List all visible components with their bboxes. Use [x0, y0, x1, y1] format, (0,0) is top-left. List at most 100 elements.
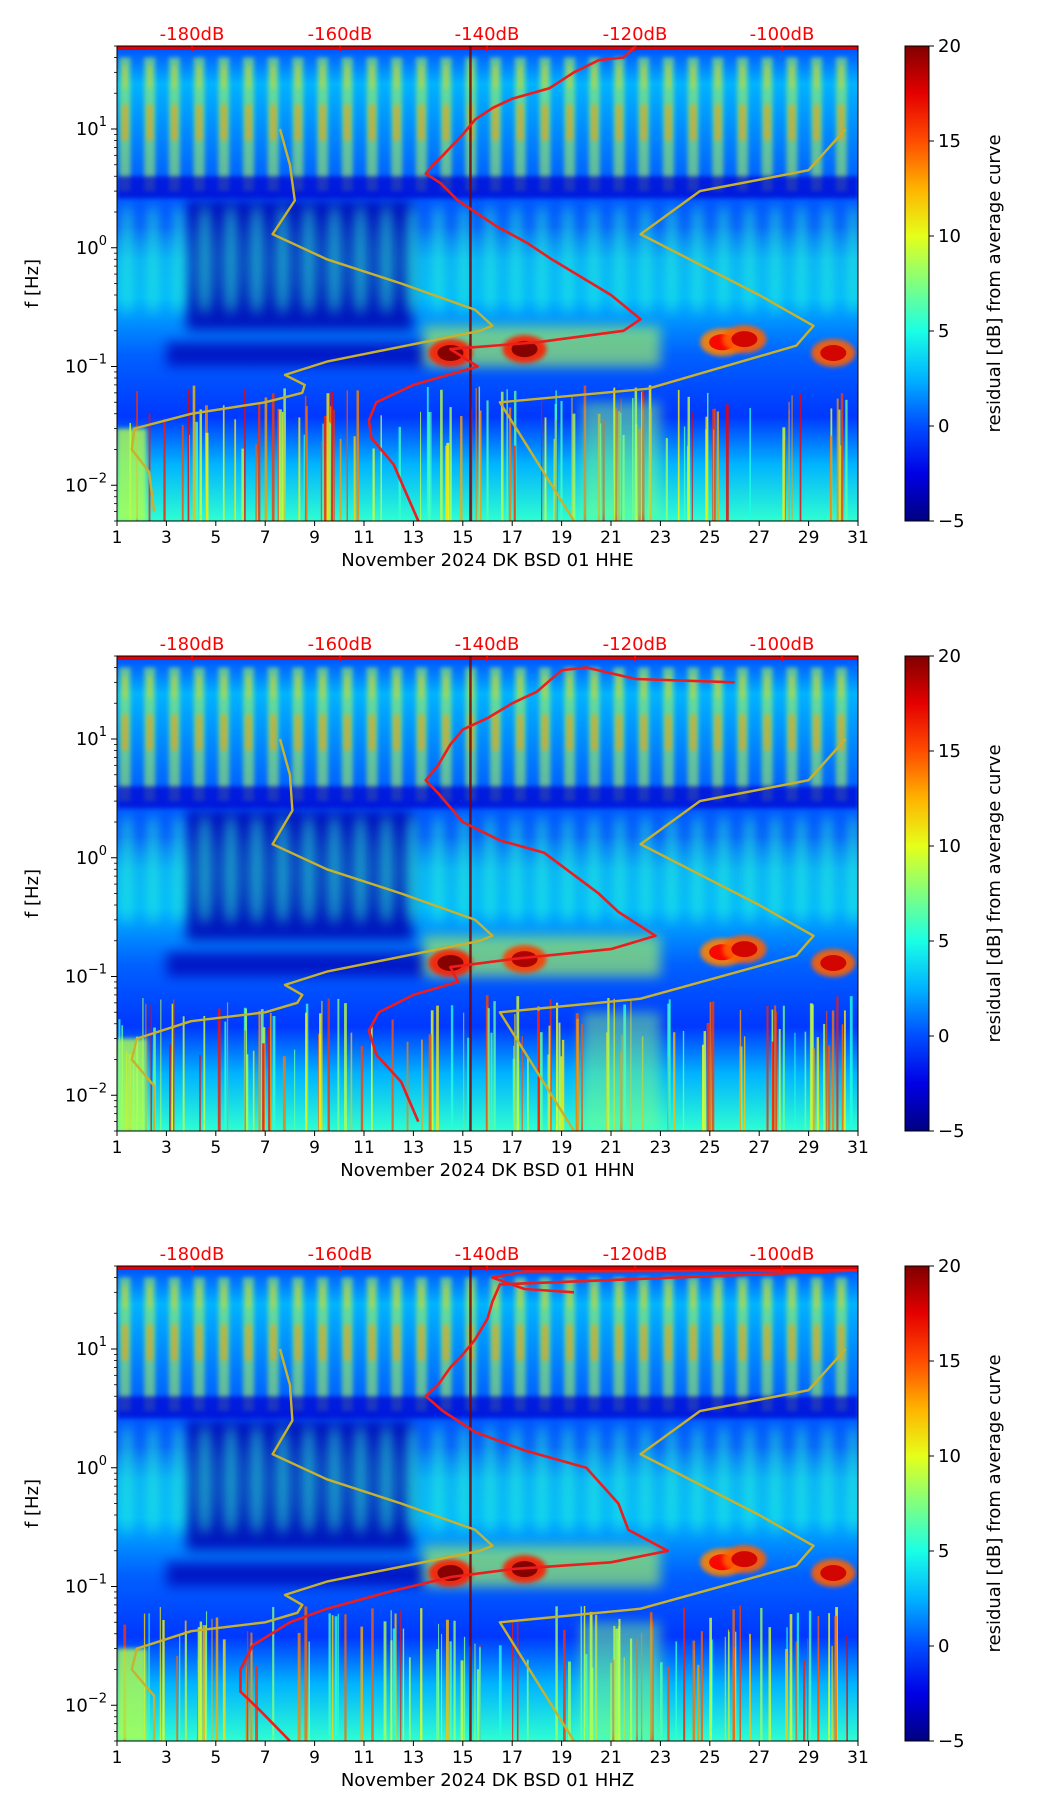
quiet-band: [117, 786, 858, 809]
microseism-streak: [636, 814, 655, 925]
daily-noise-core: [543, 675, 547, 699]
microseism-streak: [740, 1424, 759, 1535]
daily-noise-core: [418, 1324, 424, 1361]
transient-spike: [420, 411, 422, 521]
transient-spike: [330, 391, 333, 521]
transient-spike: [319, 1013, 322, 1131]
daily-noise-core: [344, 104, 350, 141]
daily-noise-core: [542, 714, 548, 751]
daily-noise-core: [419, 65, 423, 89]
microseism-streak: [532, 204, 551, 315]
transient-spike: [732, 1609, 735, 1741]
transient-spike: [683, 1607, 686, 1741]
daily-noise-core: [616, 714, 622, 751]
transient-spike: [182, 1016, 185, 1131]
transient-spike: [303, 434, 306, 521]
microseism-streak: [455, 814, 474, 925]
y-tick-label: 101: [76, 725, 107, 750]
microseism-streak: [636, 1424, 655, 1535]
transient-spike: [328, 1613, 331, 1741]
transient-spike: [725, 404, 729, 521]
quiet-band: [166, 342, 426, 367]
x-tick-label: 31: [847, 1748, 869, 1768]
microseism-streak: [714, 1424, 733, 1535]
microseism-streak: [818, 204, 837, 315]
microseism-streak: [325, 1424, 344, 1535]
transient-spike: [148, 1613, 150, 1741]
y-tick-exponent: −2: [88, 471, 107, 486]
daily-noise-core: [122, 1324, 128, 1361]
transient-spike: [408, 1657, 411, 1741]
colorbar-tick-label: 20: [938, 36, 961, 57]
daily-noise-core: [196, 714, 202, 751]
transient-spike: [846, 1635, 848, 1741]
transient-spike: [709, 1002, 712, 1131]
microseism-streak: [221, 814, 240, 925]
transient-spike: [344, 1003, 347, 1131]
daily-noise-core: [740, 1285, 745, 1309]
transient-spike: [172, 999, 175, 1131]
transient-spike: [159, 1606, 161, 1741]
daily-noise-core: [172, 65, 176, 89]
transient-spike: [370, 1024, 373, 1131]
transient-spike: [427, 411, 431, 521]
transient-spike: [308, 1641, 310, 1741]
noise-model-line: [498, 1348, 847, 1741]
microseism-streak: [740, 814, 759, 925]
top-axis-label: -160dB: [308, 1244, 373, 1265]
transient-spike: [181, 425, 184, 521]
low-frequency-patch: [581, 402, 661, 521]
daily-noise-core: [271, 1285, 275, 1309]
transient-spike: [498, 1645, 502, 1741]
y-tick-label: 100: [76, 1454, 107, 1479]
transient-spike: [392, 1628, 396, 1741]
transient-spike: [187, 389, 190, 521]
y-tick-exponent: 0: [99, 234, 107, 249]
transient-spike: [441, 1633, 443, 1741]
y-axis-label: f [Hz]: [22, 869, 43, 918]
x-tick-label: 9: [309, 1748, 320, 1768]
transient-spike: [659, 1662, 663, 1741]
daily-noise-core: [493, 675, 498, 699]
daily-noise-core: [592, 65, 596, 89]
y-tick-base: 10: [65, 357, 88, 378]
x-tick-label: 13: [403, 528, 425, 548]
daily-noise-core: [492, 1324, 499, 1361]
transient-spike: [453, 1620, 456, 1741]
x-tick-label: 29: [798, 1138, 820, 1158]
x-tick-label: 5: [210, 528, 221, 548]
transient-spike: [430, 1010, 434, 1131]
daily-noise-core: [443, 104, 449, 141]
transient-spike: [804, 1031, 807, 1131]
transient-spike: [305, 1012, 308, 1131]
microseism-streak: [143, 1424, 162, 1535]
transient-spike: [478, 386, 481, 521]
microseism-streak: [299, 1424, 318, 1535]
microseism-streak: [273, 814, 292, 925]
transient-spike: [272, 1606, 275, 1741]
top-axis-label: -120dB: [603, 24, 668, 45]
x-tick-label: 21: [600, 1138, 622, 1158]
daily-noise-core: [815, 1285, 819, 1309]
transient-spike: [541, 397, 543, 521]
transient-spike: [829, 435, 833, 521]
daily-noise-core: [789, 714, 795, 751]
daily-noise-core: [790, 675, 794, 699]
microseism-streak: [247, 814, 266, 925]
spectrogram: [117, 46, 858, 521]
daily-noise-core: [518, 65, 522, 89]
microseism-streak: [714, 204, 733, 315]
daily-noise-core: [171, 1324, 177, 1361]
daily-noise-core: [716, 65, 720, 89]
colorbar-tick-label: −5: [938, 1121, 965, 1142]
daily-noise-core: [739, 1324, 746, 1361]
noise-model-line: [498, 128, 847, 521]
daily-noise-core: [270, 714, 276, 751]
daily-noise-core: [789, 1324, 795, 1361]
microseism-streak: [558, 204, 577, 315]
daily-noise-core: [691, 65, 695, 89]
daily-noise-core: [197, 65, 201, 89]
transient-spike: [580, 1606, 582, 1741]
